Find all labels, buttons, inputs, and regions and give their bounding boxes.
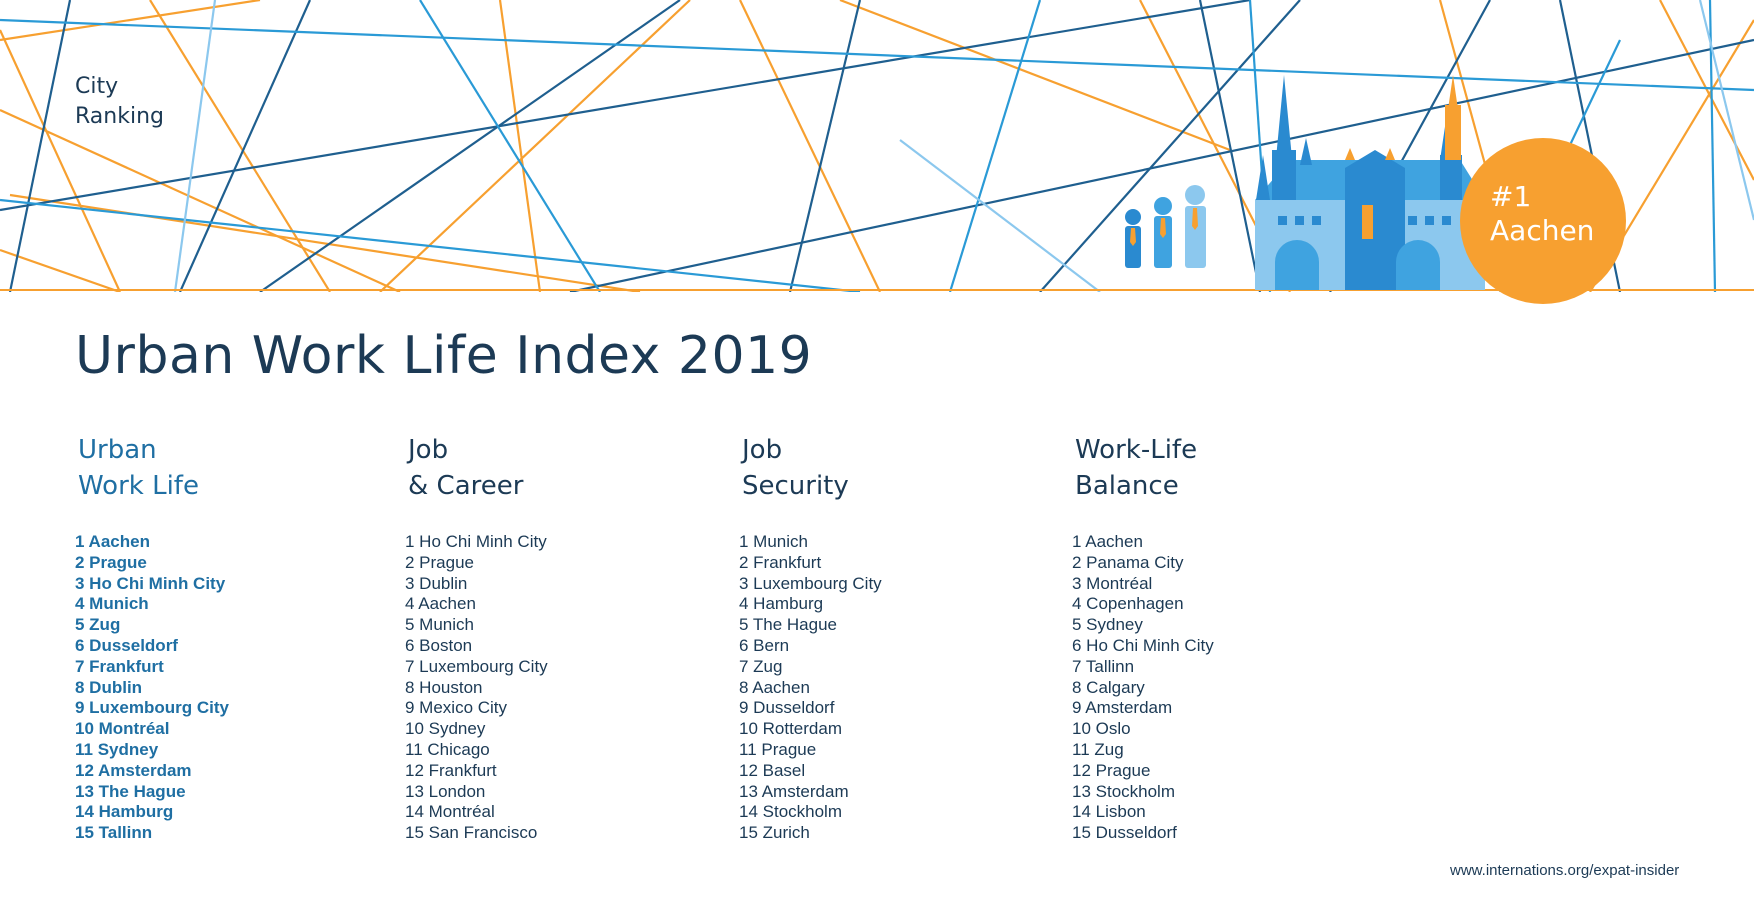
page-title: Urban Work Life Index 2019 — [75, 326, 813, 386]
list-item: 14 Stockholm — [739, 802, 842, 822]
heading-line: Work-Life — [1075, 435, 1198, 465]
tag-line-1: City — [75, 74, 119, 99]
list-item: 2 Panama City — [1072, 552, 1184, 572]
badge-rank: #1 — [1490, 180, 1532, 213]
list-item: 11 Prague — [739, 739, 817, 759]
list-item: 11 Zug — [1072, 739, 1124, 759]
list-item: 10 Sydney — [405, 719, 486, 739]
list-item: 6 Bern — [739, 635, 790, 655]
tag-line-2: Ranking — [75, 104, 164, 129]
heading-line: & Career — [408, 471, 524, 501]
heading-line: Job — [742, 435, 783, 465]
list-item: 2 Prague — [405, 552, 474, 572]
list-item: 4 Munich — [75, 594, 149, 614]
list-item: 6 Ho Chi Minh City — [1072, 635, 1214, 655]
list-item: 9 Luxembourg City — [75, 698, 229, 718]
list-item: 9 Amsterdam — [1072, 698, 1173, 718]
list-item: 8 Dublin — [75, 677, 143, 697]
list-item: 3 Ho Chi Minh City — [75, 573, 226, 593]
list-item: 6 Dusseldorf — [75, 635, 178, 655]
list-item: 8 Houston — [405, 677, 483, 697]
list-item: 12 Basel — [739, 760, 806, 780]
list-item: 12 Frankfurt — [405, 760, 497, 780]
list-item: 13 Stockholm — [1072, 781, 1175, 801]
list-item: 9 Mexico City — [405, 698, 508, 718]
column-job-career: Job & Career 1 Ho Chi Minh City 2 Prague 3… — [405, 432, 715, 844]
column-job-security: Job Security 1 Munich 2 Frankfurt 3 Luxemb… — [739, 432, 1049, 844]
list-item: 9 Dusseldorf — [739, 698, 835, 718]
list-item: 3 Montréal — [1072, 573, 1153, 593]
list-item: 6 Boston — [405, 635, 473, 655]
list-item: 15 Dusseldorf — [1072, 823, 1177, 843]
list-item: 1 Munich — [739, 532, 808, 551]
list-item: 12 Amsterdam — [75, 760, 192, 780]
list-item: 14 Hamburg — [75, 802, 174, 822]
cathedral-icon — [1255, 75, 1485, 290]
list-item: 7 Tallinn — [1072, 656, 1135, 676]
list-item: 12 Prague — [1072, 760, 1151, 780]
list-item: 2 Frankfurt — [739, 552, 822, 572]
list-item: 5 Sydney — [1072, 615, 1143, 635]
list-item: 13 London — [405, 781, 486, 801]
list-item: 7 Luxembourg City — [405, 656, 548, 676]
list-item: 1 Ho Chi Minh City — [405, 532, 547, 551]
list-item: 1 Aachen — [75, 532, 150, 551]
ranking-list: 1 Munich 2 Frankfurt 3 Luxembourg City 4 Ha… — [739, 532, 1049, 844]
column-heading: Urban Work Life — [78, 432, 385, 504]
column-heading: Job Security — [742, 432, 1049, 504]
badge-city: Aachen — [1490, 214, 1595, 247]
list-item: 11 Chicago — [405, 739, 490, 759]
source-link[interactable]: www.internations.org/expat-insider — [1450, 862, 1680, 879]
list-item: 5 Munich — [405, 615, 474, 635]
column-urban-work-life: Urban Work Life 1 Aachen 2 Prague 3 Ho Chi… — [75, 432, 385, 844]
ranking-list: 1 Aachen 2 Prague 3 Ho Chi Minh City 4 Muni… — [75, 532, 385, 844]
city-ranking-tag: City Ranking — [75, 72, 164, 132]
person-figure-icon — [1125, 185, 1206, 268]
list-item: 11 Sydney — [75, 739, 159, 759]
list-item: 4 Hamburg — [739, 594, 824, 614]
heading-line: Work Life — [78, 471, 199, 501]
list-item: 1 Aachen — [1072, 532, 1143, 551]
list-item: 8 Calgary — [1072, 677, 1145, 697]
heading-line: Job — [408, 435, 449, 465]
list-item: 15 Tallinn — [75, 823, 153, 843]
list-item: 15 San Francisco — [405, 823, 538, 843]
list-item: 10 Rotterdam — [739, 719, 842, 739]
list-item: 10 Oslo — [1072, 719, 1131, 739]
ranking-list: 1 Ho Chi Minh City 2 Prague 3 Dublin 4 Aach… — [405, 532, 715, 844]
heading-line: Balance — [1075, 471, 1179, 501]
list-item: 4 Copenhagen — [1072, 594, 1184, 614]
list-item: 15 Zurich — [739, 823, 810, 843]
list-item: 4 Aachen — [405, 594, 476, 614]
list-item: 7 Zug — [739, 656, 783, 676]
list-item: 5 Zug — [75, 615, 121, 635]
list-item: 14 Lisbon — [1072, 802, 1146, 822]
list-item: 8 Aachen — [739, 677, 810, 697]
list-item: 2 Prague — [75, 552, 147, 572]
ranking-list: 1 Aachen 2 Panama City 3 Montréal 4 Copenha… — [1072, 532, 1382, 844]
column-heading: Job & Career — [408, 432, 715, 504]
heading-line: Urban — [78, 435, 157, 465]
heading-line: Security — [742, 471, 849, 501]
list-item: 10 Montréal — [75, 719, 170, 739]
list-item: 7 Frankfurt — [75, 656, 164, 676]
list-item: 5 The Hague — [739, 615, 837, 635]
list-item: 14 Montréal — [405, 802, 495, 822]
column-heading: Work-Life Balance — [1075, 432, 1382, 504]
list-item: 13 Amsterdam — [739, 781, 849, 801]
top-city-badge: #1 Aachen — [1460, 138, 1626, 304]
column-work-life-balance: Work-Life Balance 1 Aachen 2 Panama City 3… — [1072, 432, 1382, 844]
list-item: 3 Dublin — [405, 573, 468, 593]
list-item: 13 The Hague — [75, 781, 186, 801]
list-item: 3 Luxembourg City — [739, 573, 882, 593]
